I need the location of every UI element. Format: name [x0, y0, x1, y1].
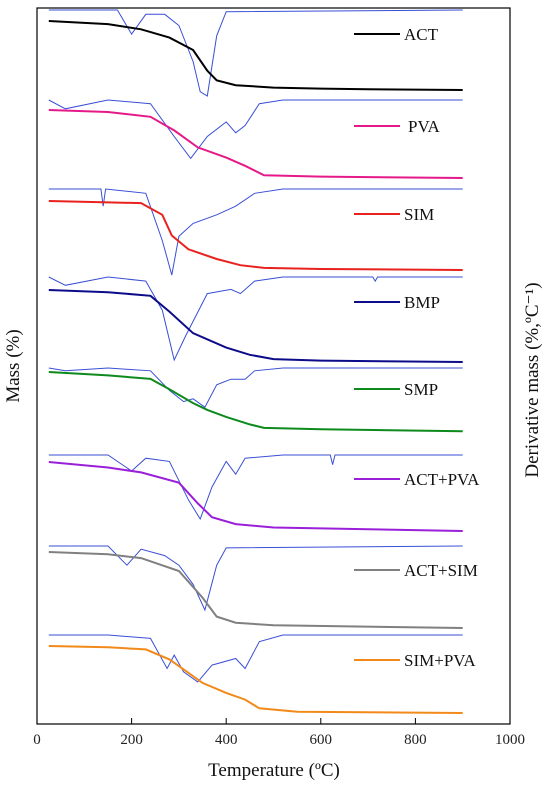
mass-curve [48, 551, 463, 629]
mass-curve [48, 371, 463, 433]
legend-label: ACT+SIM [404, 561, 478, 580]
y-axis-title-right: Derivative mass (%,ºC⁻¹) [522, 282, 543, 477]
legend-label: BMP [404, 293, 440, 312]
derivative-curve [48, 99, 463, 160]
x-tick-label: 600 [310, 732, 333, 748]
derivative-curve [48, 367, 463, 408]
curves-group [48, 9, 463, 714]
mass-curve [48, 20, 463, 91]
mass-curve [48, 109, 463, 179]
derivative-curve [48, 9, 463, 97]
x-tick-label: 800 [404, 732, 427, 748]
mass-curve [48, 461, 463, 532]
x-tick-label: 1000 [495, 732, 525, 748]
derivative-curve [48, 188, 463, 276]
mass-curve [48, 289, 463, 363]
legend-label: SIM+PVA [404, 651, 476, 670]
derivative-curve [48, 545, 463, 612]
mass-curve [48, 645, 463, 714]
legend-label: ACT+PVA [404, 470, 480, 489]
x-tick-label: 200 [120, 732, 143, 748]
x-axis-ticks: 0 200 400 600 800 1000 [33, 718, 525, 748]
derivative-curve [48, 276, 463, 362]
x-tick-label: 0 [33, 732, 41, 748]
y-axis-title-left: Mass (%) [3, 329, 24, 402]
plot-frame [36, 7, 511, 725]
derivative-curve [48, 454, 463, 521]
legend-group: ACT PVA SIM BMP SMP ACT+PVA ACT+SIM SIM+PVA [354, 25, 480, 670]
legend-label: PVA [408, 117, 441, 136]
x-tick-label: 400 [215, 732, 238, 748]
legend-label: SMP [404, 380, 438, 399]
derivative-curve [48, 634, 463, 683]
legend-label: SIM [404, 205, 434, 224]
x-axis-title: Temperature (ºC) [208, 760, 340, 781]
mass-curve [48, 200, 463, 271]
legend-label: ACT [404, 25, 439, 44]
